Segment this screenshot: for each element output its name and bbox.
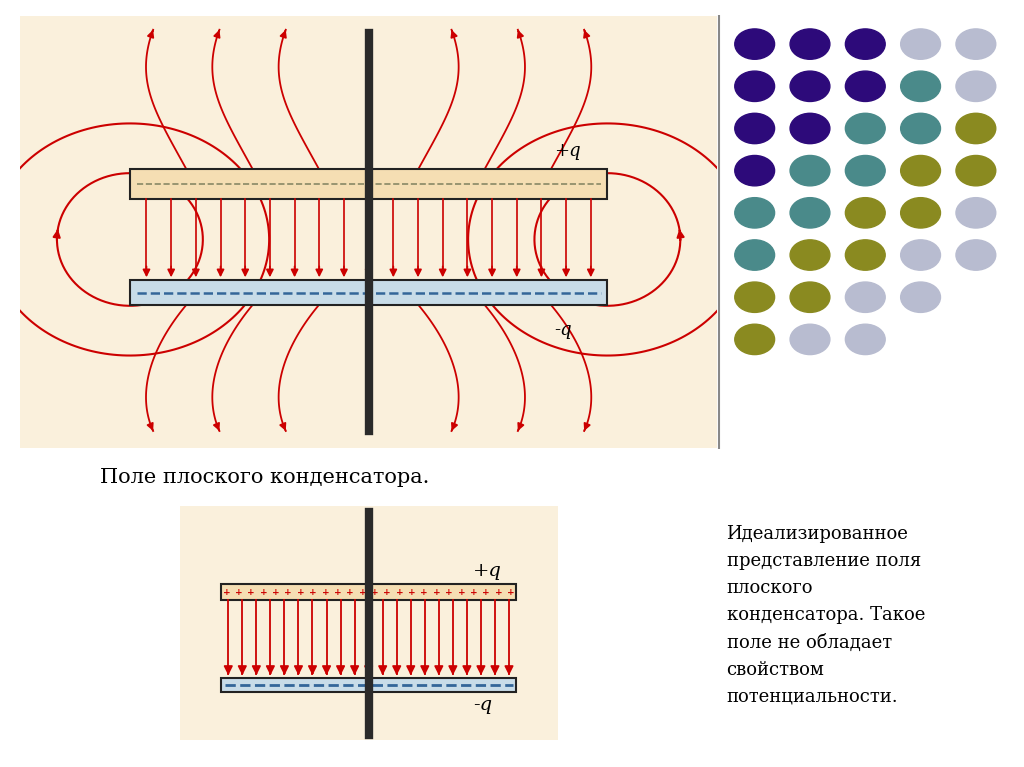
Circle shape [956,240,995,270]
Text: +: + [507,588,515,597]
Text: +: + [358,588,367,597]
Text: +q: +q [473,561,502,580]
Text: +: + [297,588,304,597]
Circle shape [735,156,774,186]
Text: +: + [458,588,465,597]
Circle shape [791,71,829,101]
Text: +q: +q [554,142,581,160]
Text: +: + [346,588,354,597]
Circle shape [846,114,885,143]
Circle shape [791,324,829,354]
Text: -q: -q [554,321,572,339]
Circle shape [735,71,774,101]
Text: +: + [322,588,329,597]
Text: +: + [309,588,316,597]
Text: +: + [272,588,280,597]
Circle shape [735,114,774,143]
Circle shape [735,198,774,228]
Bar [130,280,607,305]
Text: +: + [482,588,489,597]
Circle shape [956,156,995,186]
Circle shape [956,71,995,101]
Text: +: + [222,588,230,597]
Circle shape [901,240,940,270]
Circle shape [846,71,885,101]
Circle shape [791,282,829,312]
Text: +: + [334,588,342,597]
Circle shape [846,198,885,228]
Circle shape [901,198,940,228]
Circle shape [791,29,829,59]
Text: Поле плоского конденсатора.: Поле плоского конденсатора. [99,468,429,487]
Bar [221,678,516,692]
Text: +: + [395,588,403,597]
Circle shape [901,156,940,186]
Text: +: + [433,588,440,597]
Text: +: + [470,588,477,597]
Circle shape [735,240,774,270]
Text: +: + [260,588,267,597]
Circle shape [956,29,995,59]
Circle shape [901,71,940,101]
Text: +: + [421,588,428,597]
Circle shape [735,282,774,312]
Text: +: + [236,588,243,597]
Text: +: + [495,588,502,597]
Circle shape [791,114,829,143]
Bar [221,584,516,600]
Circle shape [846,29,885,59]
Circle shape [956,114,995,143]
Circle shape [901,29,940,59]
Text: +: + [445,588,453,597]
Circle shape [791,240,829,270]
Text: +: + [383,588,391,597]
Text: Идеализированное
представление поля
плоского
конденсатора. Такое
поле не обладае: Идеализированное представление поля плос… [726,525,925,706]
Text: +: + [248,588,255,597]
Circle shape [956,198,995,228]
Text: -q: -q [473,696,493,713]
Circle shape [846,240,885,270]
Circle shape [846,156,885,186]
Circle shape [901,114,940,143]
Circle shape [735,324,774,354]
Circle shape [735,29,774,59]
Text: +: + [409,588,416,597]
Circle shape [846,324,885,354]
Circle shape [791,156,829,186]
Circle shape [846,282,885,312]
Bar [130,169,607,199]
Text: +: + [371,588,379,597]
Text: +: + [285,588,292,597]
Circle shape [901,282,940,312]
Circle shape [791,198,829,228]
